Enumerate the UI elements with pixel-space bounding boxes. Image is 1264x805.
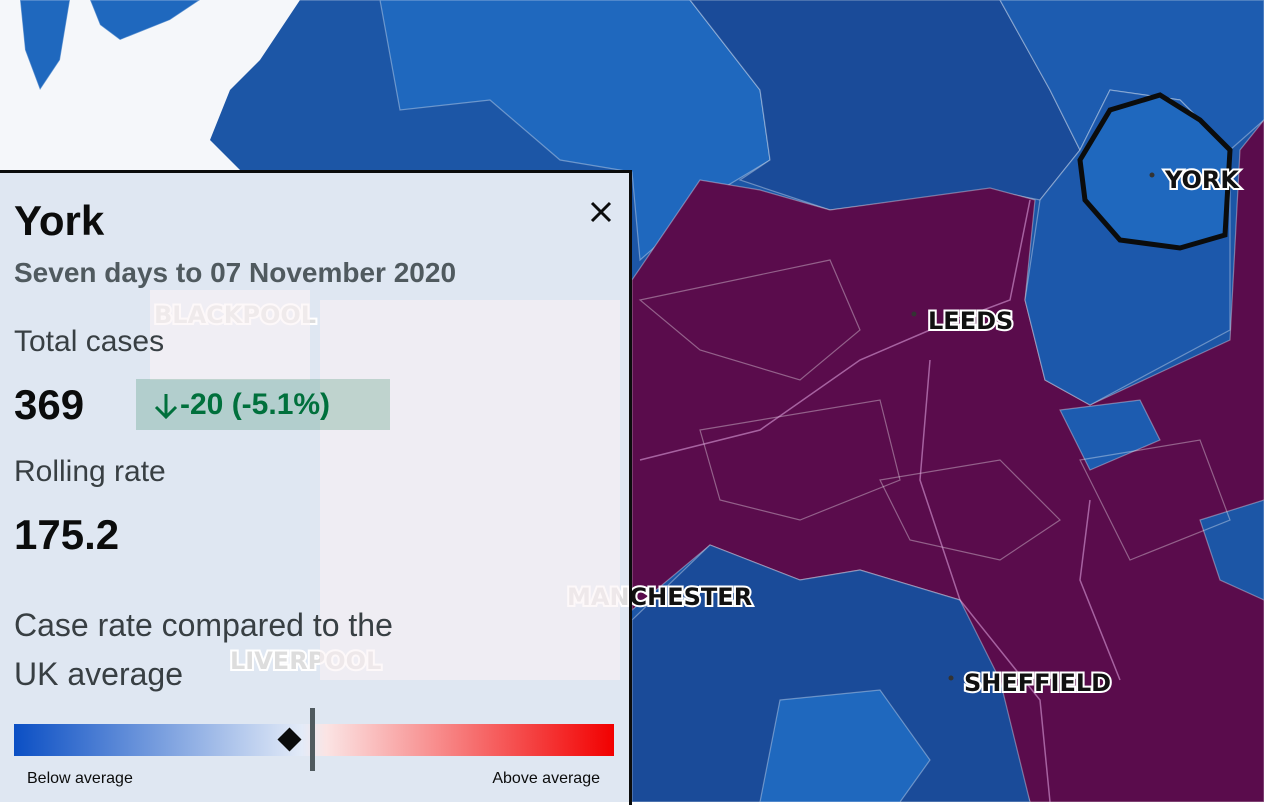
rate-value: 175.2 (14, 511, 120, 558)
rate-label: Rolling rate (14, 455, 166, 488)
road (639, 199, 1031, 461)
york-boundary (1077, 92, 1233, 251)
region (89, 0, 202, 41)
road (919, 359, 1051, 802)
cases-label: Total cases (14, 325, 165, 358)
place-label: SHEFFIELD (964, 669, 1111, 697)
place-label: LEEDS (928, 307, 1013, 335)
change-value: -20 (-5.1%) (180, 387, 331, 421)
region (300, 0, 771, 262)
city-dot (1149, 172, 1155, 178)
region (1059, 399, 1161, 471)
city-dot (911, 311, 917, 317)
place-label: YORK (1164, 166, 1240, 194)
legend-low: Below average (27, 770, 133, 787)
period: Seven days to 07 November 2020 (14, 257, 457, 288)
region (19, 0, 71, 92)
border (879, 459, 1061, 561)
area-title: York (14, 197, 105, 244)
region (1199, 499, 1264, 601)
legend-high: Above average (492, 770, 600, 787)
region (631, 119, 1264, 802)
close-button[interactable] (590, 201, 612, 223)
change-badge: -20 (-5.1%) (136, 379, 390, 430)
info-panel: York Seven days to 07 November 2020 Tota… (0, 170, 632, 805)
comparison-label: Case rate compared to the UK average (14, 607, 393, 692)
road (1079, 499, 1121, 681)
region (759, 689, 931, 802)
border (699, 399, 901, 521)
border (1079, 439, 1231, 561)
border (638, 259, 861, 381)
city-dot (948, 675, 954, 681)
down-arrow (154, 393, 178, 419)
average-line (310, 708, 315, 771)
sea (0, 0, 300, 170)
cases-value: 369 (14, 381, 85, 428)
